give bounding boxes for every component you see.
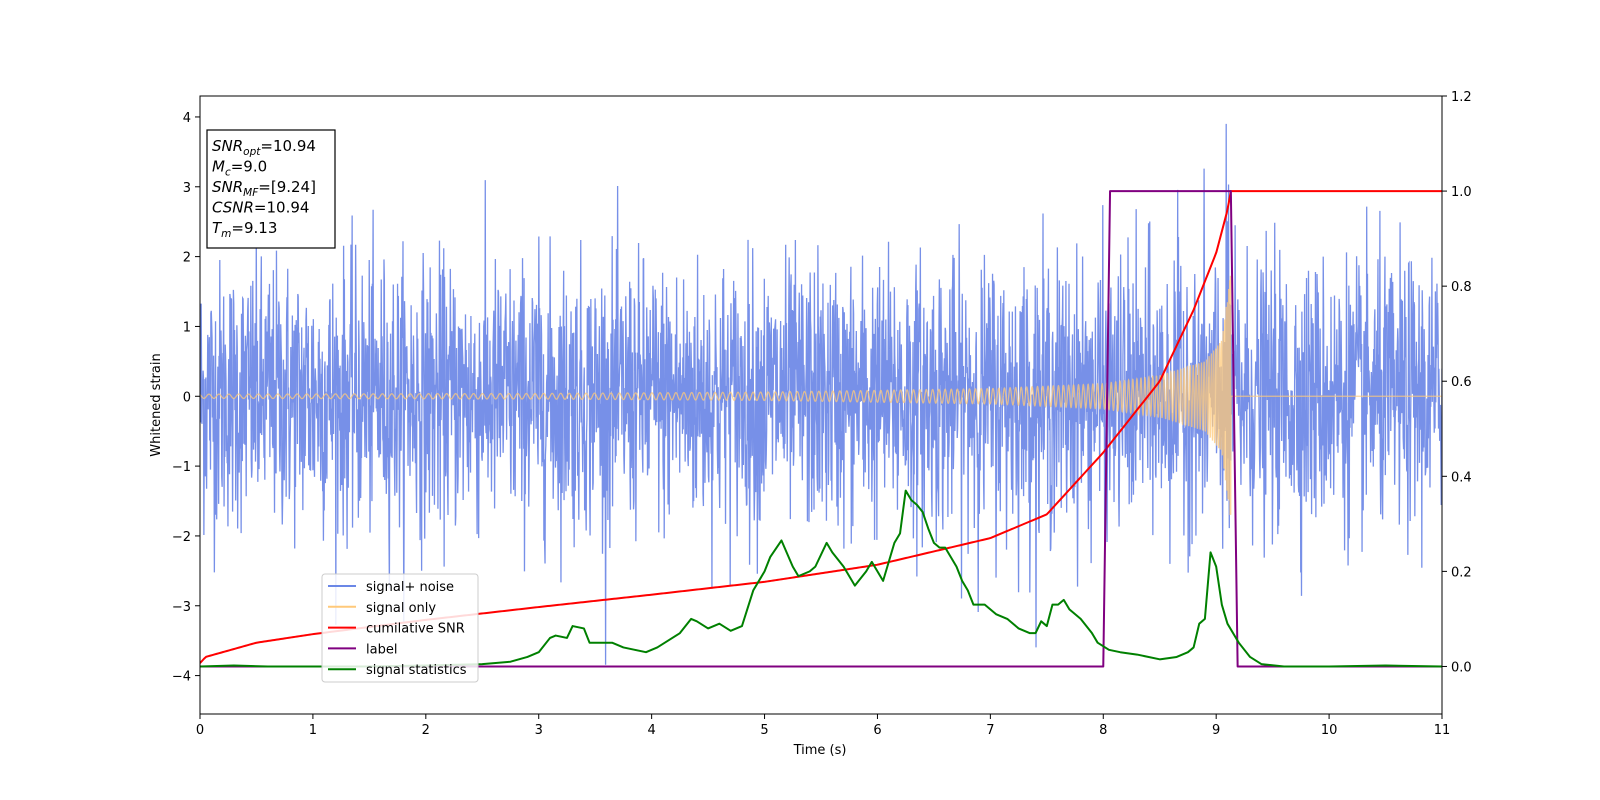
info-line: SNRMF=[9.24] <box>212 178 316 199</box>
legend-entry-label: signal statistics <box>366 663 467 678</box>
x-tick-label: 9 <box>1212 723 1220 738</box>
x-tick-label: 4 <box>647 723 655 738</box>
y2-tick-label: 0.6 <box>1451 375 1472 390</box>
y-tick-label: −2 <box>172 530 191 545</box>
x-tick-label: 0 <box>196 723 204 738</box>
y2-tick-label: 0.0 <box>1451 660 1472 675</box>
x-tick-label: 7 <box>986 723 994 738</box>
series-label <box>200 190 1442 668</box>
y-tick-label: −4 <box>172 670 191 685</box>
x-tick-label: 6 <box>873 723 881 738</box>
y2-tick-label: 1.2 <box>1451 90 1472 105</box>
axes: 0 1 2 3 4 5 6 7 8 9 10 1143210−1−2−3−41.21.00.80.60… <box>172 90 1472 738</box>
legend-entry-label: cumilative SNR <box>366 622 465 637</box>
info-box-frame <box>206 129 336 249</box>
y2-tick-label: 1.0 <box>1451 185 1472 200</box>
x-tick-label: 11 <box>1434 723 1451 738</box>
legend: signal+ noise signal only cumilative SNR la… <box>321 573 479 683</box>
y-tick-label: 2 <box>183 251 191 266</box>
y-tick-label: −1 <box>172 460 191 475</box>
y-tick-label: −3 <box>172 600 191 615</box>
y-tick-label: 1 <box>183 320 191 335</box>
y-tick-label: 0 <box>183 390 191 405</box>
x-tick-label: 10 <box>1321 723 1338 738</box>
series-signal-statistics <box>200 489 1442 668</box>
y2-tick-label: 0.2 <box>1451 565 1472 580</box>
x-axis-label: Time (s) <box>793 743 847 758</box>
y-tick-label: 3 <box>183 181 191 196</box>
x-tick-label: 5 <box>760 723 768 738</box>
info-line: Tm=9.13 <box>212 219 277 240</box>
x-tick-label: 3 <box>535 723 543 738</box>
plot-frame <box>199 95 1443 715</box>
info-line: Mc=9.0 <box>212 158 267 179</box>
x-tick-label: 2 <box>422 723 430 738</box>
legend-entry-label: signal+ noise <box>366 580 454 595</box>
series-signal-noise <box>200 123 1442 665</box>
y-tick-label: 4 <box>183 111 191 126</box>
info-line: SNRopt=10.94 <box>212 137 316 158</box>
x-tick-label: 8 <box>1099 723 1107 738</box>
y2-tick-label: 0.4 <box>1451 470 1472 485</box>
x-tick-label: 1 <box>309 723 317 738</box>
y-axis-label: Whitened strain <box>149 353 164 456</box>
legend-entry-label: label <box>366 642 397 657</box>
info-line: CSNR=10.94 <box>212 199 309 217</box>
y2-tick-label: 0.8 <box>1451 280 1472 295</box>
legend-frame <box>321 573 479 683</box>
legend-entry-label: signal only <box>366 601 436 616</box>
info-box: SNRopt=10.94Mc=9.0SNRMF=[9.24]CSNR=10.94… <box>206 129 336 249</box>
series-signal-only <box>200 275 1442 515</box>
